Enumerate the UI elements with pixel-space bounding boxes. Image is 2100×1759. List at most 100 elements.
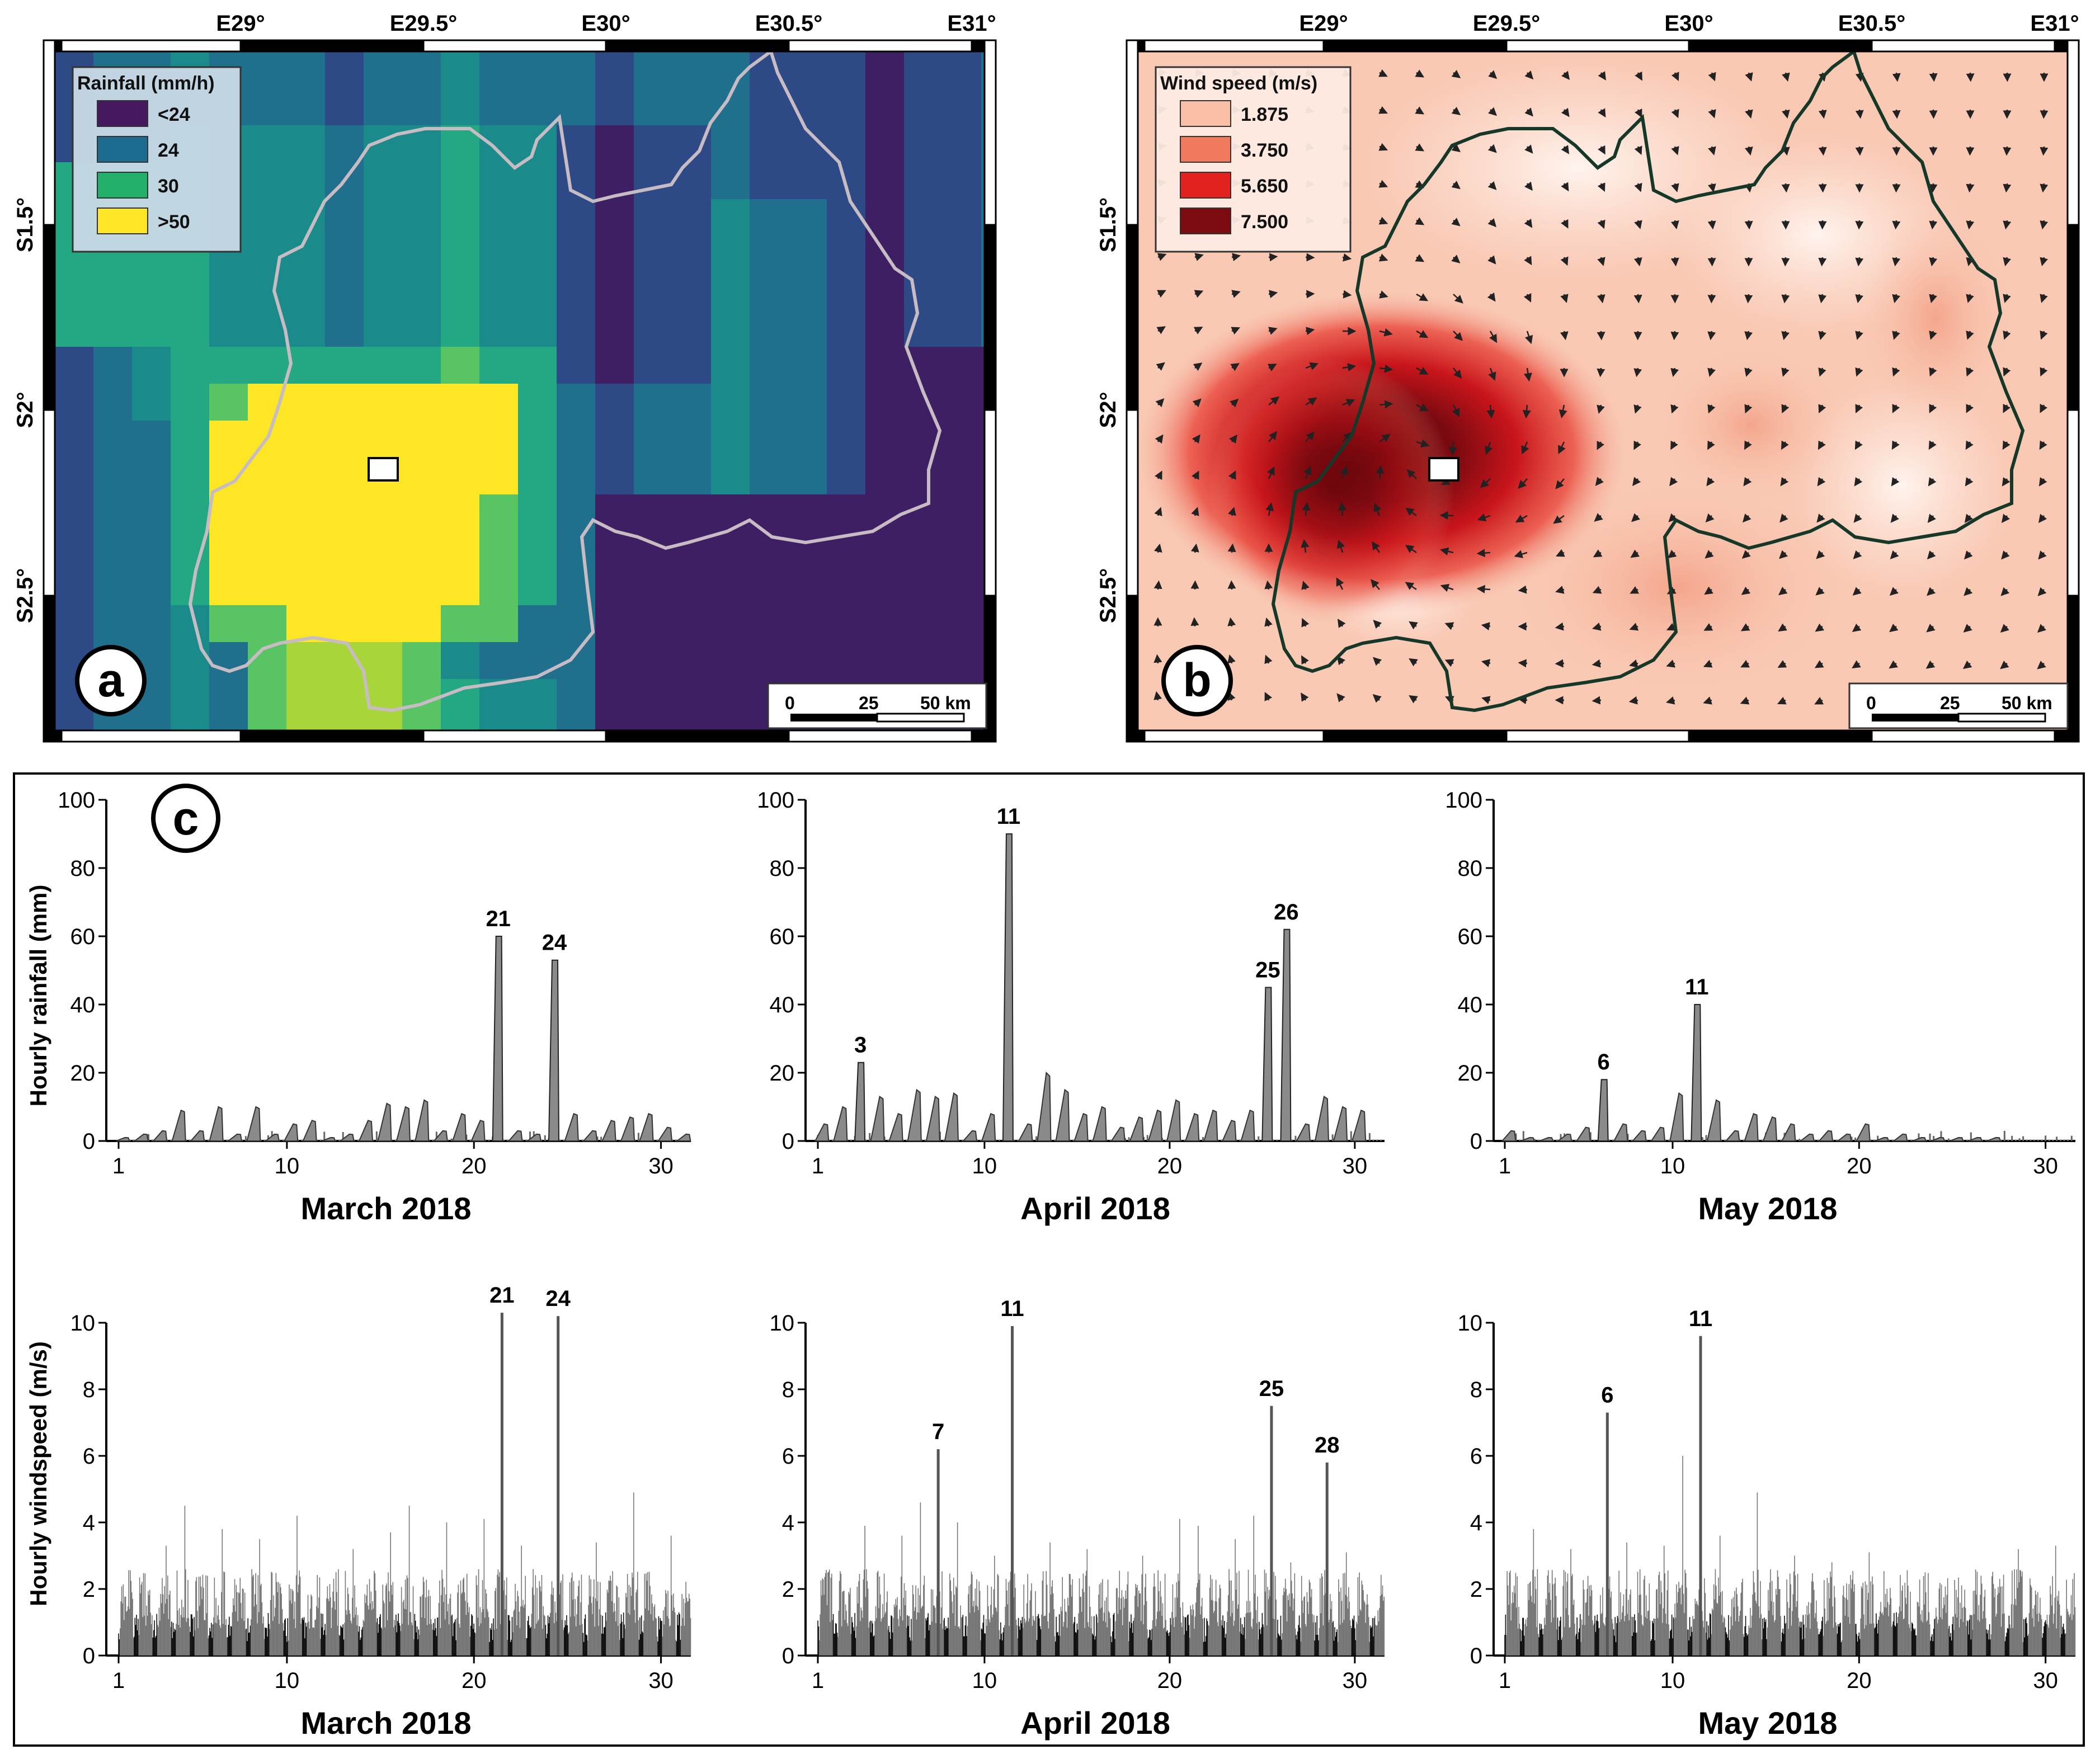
y-tick-label: 4 xyxy=(782,1511,794,1535)
y-tick-label: 6 xyxy=(1470,1444,1482,1469)
country-border xyxy=(1271,49,2025,713)
rain-bar xyxy=(1986,1136,2002,1142)
x-tick-label: 10 xyxy=(972,1668,997,1693)
rain-bar xyxy=(1725,1130,1740,1142)
peak-label: 6 xyxy=(1601,1383,1613,1408)
rain-bar xyxy=(1931,1136,1946,1142)
y-tick-label: 0 xyxy=(83,1644,95,1668)
legend-item-label: 1.875 xyxy=(1241,104,1288,125)
peak-label: 6 xyxy=(1598,1050,1610,1074)
legend-item-label: 7.500 xyxy=(1241,211,1288,233)
rain-bar xyxy=(962,1130,978,1142)
x-tick-label: 1 xyxy=(112,1668,125,1693)
rain-bar xyxy=(470,1120,486,1142)
rain-bar xyxy=(1520,1136,1536,1142)
x-tick-label: 30 xyxy=(648,1668,674,1693)
rain-bar xyxy=(925,1096,940,1142)
chart-wind-1: 0 2 4 6 8 10 1 10 20 30 April 2018 7 11 25 28 xyxy=(770,1296,1385,1741)
rain-bar xyxy=(1184,1112,1200,1142)
rain-bar xyxy=(189,1130,205,1142)
legend-item-label: 3.750 xyxy=(1241,140,1288,161)
x-tick-label: 30 xyxy=(2033,1668,2058,1693)
rain-bar xyxy=(1836,1133,1852,1142)
x-tick-label: 30 xyxy=(648,1154,674,1178)
lat-tick-label: S2.5° xyxy=(1096,568,1120,623)
y-tick-label: 8 xyxy=(83,1378,95,1402)
lat-tick-label: S2° xyxy=(13,392,37,428)
rain-bar xyxy=(133,1133,149,1142)
lon-tick-label: E30.5° xyxy=(755,11,823,36)
x-tick-label: 10 xyxy=(275,1668,300,1693)
rain-bar xyxy=(1818,1130,1834,1142)
y-tick-label: 6 xyxy=(782,1444,794,1469)
chart-title: May 2018 xyxy=(1698,1191,1837,1226)
rain-bar xyxy=(152,1130,168,1142)
x-tick-label: 20 xyxy=(1157,1668,1183,1693)
rain-bar xyxy=(1539,1136,1554,1142)
y-tick-label: 10 xyxy=(1458,1311,1483,1336)
y-tick-label: 60 xyxy=(70,925,96,949)
x-tick-label: 1 xyxy=(1499,1154,1511,1178)
peak-label: 7 xyxy=(932,1420,944,1444)
windspeed-field xyxy=(1138,51,2068,730)
rain-bar xyxy=(1631,1130,1647,1142)
legend-swatch xyxy=(97,100,148,127)
rain-bar xyxy=(833,1106,848,1142)
scale-label-25: 25 xyxy=(859,693,879,713)
x-tick-label: 30 xyxy=(1343,1154,1368,1178)
rain-bar xyxy=(1166,1099,1181,1142)
rain-peak-bar xyxy=(854,1062,866,1142)
rain-bar xyxy=(1892,1133,1908,1142)
rain-bar xyxy=(675,1133,691,1142)
x-tick-label: 30 xyxy=(1343,1668,1368,1693)
legend-swatch xyxy=(1180,100,1231,127)
rain-bar xyxy=(639,1112,654,1142)
y-tick-label: 0 xyxy=(83,1129,95,1154)
location-marker xyxy=(1428,457,1459,482)
rain-bar xyxy=(1351,1109,1367,1142)
y-tick-label: 20 xyxy=(1458,1061,1483,1086)
rain-bar xyxy=(283,1123,299,1142)
legend-swatch xyxy=(1180,208,1231,234)
rain-bar xyxy=(1856,1123,1871,1142)
x-tick-label: 20 xyxy=(462,1668,487,1693)
rain-bar xyxy=(1018,1123,1033,1142)
rain-bar xyxy=(814,1123,830,1142)
rain-peak-bar xyxy=(492,936,503,1142)
y-tick-label: 60 xyxy=(1458,925,1483,949)
rain-peak-bar xyxy=(1280,928,1292,1142)
legend-item-label: >50 xyxy=(158,211,190,233)
peak-label: 24 xyxy=(542,931,567,955)
rain-bar xyxy=(1650,1126,1666,1142)
rain-bar xyxy=(1501,1130,1517,1142)
y-tick-label: 80 xyxy=(70,856,96,881)
rain-bar xyxy=(1314,1096,1329,1142)
panel-label-a-text: a xyxy=(98,654,125,706)
chart-title: March 2018 xyxy=(300,1705,471,1741)
rain-bar xyxy=(1073,1112,1089,1142)
y-tick-label: 60 xyxy=(770,925,795,949)
rain-bar xyxy=(1092,1106,1107,1142)
peak-label: 11 xyxy=(1689,1307,1712,1331)
rain-bar xyxy=(870,1096,885,1142)
scale-label-25: 25 xyxy=(1940,693,1960,713)
y-tick-label: 10 xyxy=(70,1311,96,1336)
x-tick-label: 1 xyxy=(812,1668,824,1693)
rain-bar xyxy=(1762,1116,1778,1142)
y-tick-label: 2 xyxy=(1470,1577,1482,1602)
country-border xyxy=(188,49,942,713)
panel-c-frame xyxy=(13,772,2085,1747)
rain-bar xyxy=(171,1109,186,1142)
rain-y-axis-label: Hourly rainfall (mm) xyxy=(25,885,51,1107)
y-tick-label: 8 xyxy=(782,1378,794,1402)
rain-bar xyxy=(507,1130,523,1142)
coordinate-frame xyxy=(1126,39,2080,743)
rain-peak-bar xyxy=(548,959,560,1142)
y-tick-label: 10 xyxy=(770,1311,795,1336)
chart-rain-1: 0 20 40 60 80 100 1 10 20 30 April 2018 3 11 25 26 xyxy=(757,788,1385,1226)
lon-tick-label: E29.5° xyxy=(390,11,458,36)
peak-label: 26 xyxy=(1274,900,1299,925)
peak-label: 28 xyxy=(1315,1433,1340,1458)
y-tick-label: 100 xyxy=(58,788,95,813)
